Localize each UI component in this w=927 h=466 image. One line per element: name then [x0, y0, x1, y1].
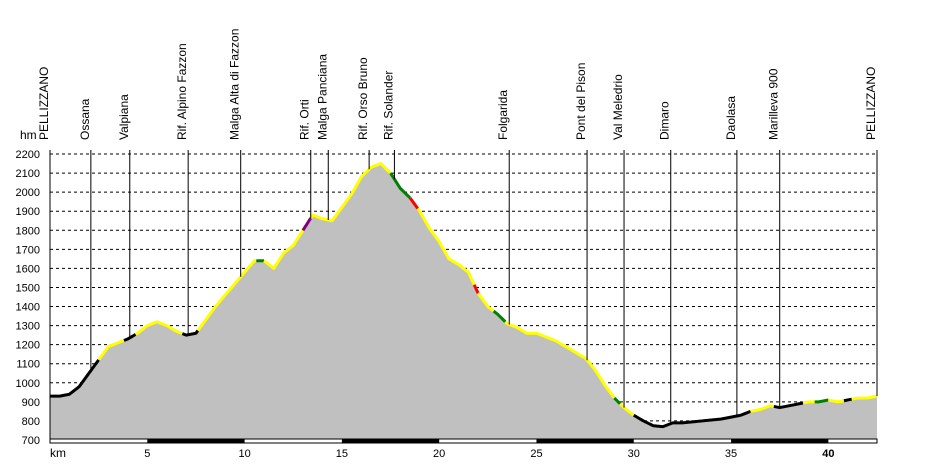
x-tick-label: 5 [144, 448, 150, 460]
waypoint-label: Dimaro [658, 101, 672, 140]
y-tick-label: 2000 [16, 187, 40, 199]
waypoint-label: Ossana [78, 98, 92, 140]
track-segment [828, 398, 845, 404]
track-segment [389, 172, 412, 199]
waypoint-label: Marilleva 900 [767, 68, 781, 140]
track-segment [619, 402, 635, 417]
y-tick-label: 2200 [16, 149, 40, 161]
track-segment [416, 207, 476, 286]
waypoint-label: Rif. Alpino Fazzon [175, 43, 189, 140]
x-axis-bar-segment [147, 439, 245, 443]
y-axis-label: hm [20, 128, 37, 142]
track-segment [492, 309, 507, 323]
track-segment [633, 410, 752, 429]
track-segment [301, 217, 313, 232]
waypoint-label: Daolasa [724, 96, 738, 140]
track-segment [97, 339, 125, 361]
x-tick-label: 25 [530, 448, 542, 460]
y-tick-label: 900 [22, 397, 40, 409]
waypoint-label: Pont del Pison [574, 63, 588, 140]
waypoint-label: Folgarida [496, 90, 510, 140]
waypoint-label: Val Meledrio [611, 74, 625, 140]
elevation-fill [50, 163, 877, 441]
x-tick-label: 35 [725, 448, 737, 460]
y-tick-label: 1100 [16, 359, 40, 371]
track-segment [504, 320, 616, 399]
y-tick-label: 1900 [16, 206, 40, 218]
x-axis-bar-segment [731, 439, 829, 443]
x-tick-label: 15 [336, 448, 348, 460]
y-tick-label: 1000 [16, 378, 40, 390]
waypoint-label: Valpiana [117, 94, 131, 140]
track-segment [773, 401, 804, 410]
x-axis-bar [49, 438, 878, 444]
waypoint-label: Malga Panciana [315, 54, 329, 140]
axes: 700 800 900 1000 1100 1200 1300 1400 1500 1600 170… [16, 149, 878, 460]
track-segment [814, 398, 829, 404]
waypoint-label: Rif. Solander [381, 71, 395, 140]
y-tick-label: 1700 [16, 244, 40, 256]
x-tick-label: 20 [433, 448, 445, 460]
y-tick-label: 1400 [16, 302, 40, 314]
track-segment [851, 394, 878, 401]
track-segment [196, 259, 257, 332]
y-tick-label: 1600 [16, 263, 40, 275]
track-segment [472, 284, 480, 294]
x-tick-label: 40 [822, 448, 834, 460]
x-tick-label: 30 [628, 448, 640, 460]
track-segment [50, 359, 100, 398]
waypoint-label: Malga Alta di Fazzon [228, 29, 242, 140]
track-segment [750, 404, 775, 413]
y-tick-label: 2100 [16, 168, 40, 180]
y-tick-label: 1200 [16, 340, 40, 352]
y-tick-label: 1500 [16, 282, 40, 294]
y-tick-label: 1300 [16, 321, 40, 333]
y-tick-label: 1800 [16, 225, 40, 237]
elevation-area [50, 162, 878, 441]
waypoint-label: Rif. Orso Bruno [356, 57, 370, 140]
x-tick-label: 10 [238, 448, 250, 460]
track-segment [134, 320, 183, 336]
track-segment [408, 196, 419, 210]
y-tick-label: 700 [22, 435, 40, 447]
track-segment [802, 400, 815, 405]
track-segment [613, 396, 622, 405]
waypoint-label: PELLIZZANO [864, 67, 878, 140]
x-axis-bar-segment [341, 439, 440, 443]
waypoint-label: Rif. Orti [298, 99, 312, 140]
track-segment [476, 292, 495, 313]
x-axis-label: km [50, 446, 66, 460]
track-segment [181, 329, 200, 337]
track-segment [309, 162, 392, 223]
track-segment [843, 397, 852, 403]
track-segment [263, 229, 305, 270]
waypoint-label: PELLIZZANO [37, 67, 51, 140]
y-tick-label: 800 [22, 416, 40, 428]
x-axis-bar-segment [536, 439, 634, 443]
